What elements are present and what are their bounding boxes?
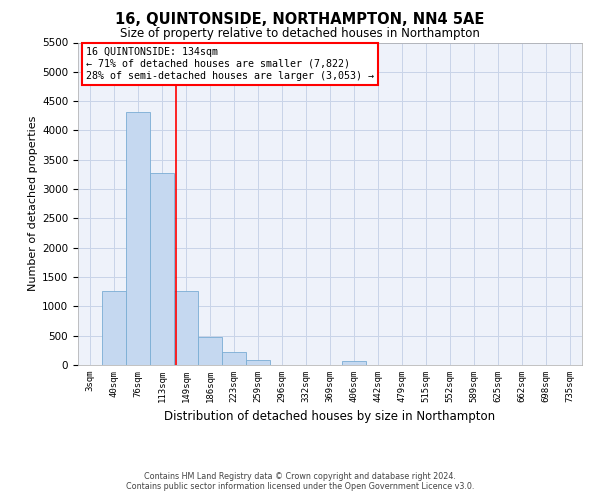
Text: 16 QUINTONSIDE: 134sqm
← 71% of detached houses are smaller (7,822)
28% of semi-: 16 QUINTONSIDE: 134sqm ← 71% of detached… [86, 48, 374, 80]
Bar [102, 290, 126, 365]
Bar [150, 172, 174, 365]
Bar [126, 112, 150, 365]
Bar [246, 360, 270, 365]
Bar [174, 290, 198, 365]
Text: Size of property relative to detached houses in Northampton: Size of property relative to detached ho… [120, 28, 480, 40]
Bar [222, 352, 246, 365]
Bar [342, 361, 366, 365]
X-axis label: Distribution of detached houses by size in Northampton: Distribution of detached houses by size … [164, 410, 496, 424]
Bar [198, 337, 222, 365]
Text: 16, QUINTONSIDE, NORTHAMPTON, NN4 5AE: 16, QUINTONSIDE, NORTHAMPTON, NN4 5AE [115, 12, 485, 28]
Text: Contains HM Land Registry data © Crown copyright and database right 2024.
Contai: Contains HM Land Registry data © Crown c… [126, 472, 474, 491]
Y-axis label: Number of detached properties: Number of detached properties [28, 116, 38, 292]
